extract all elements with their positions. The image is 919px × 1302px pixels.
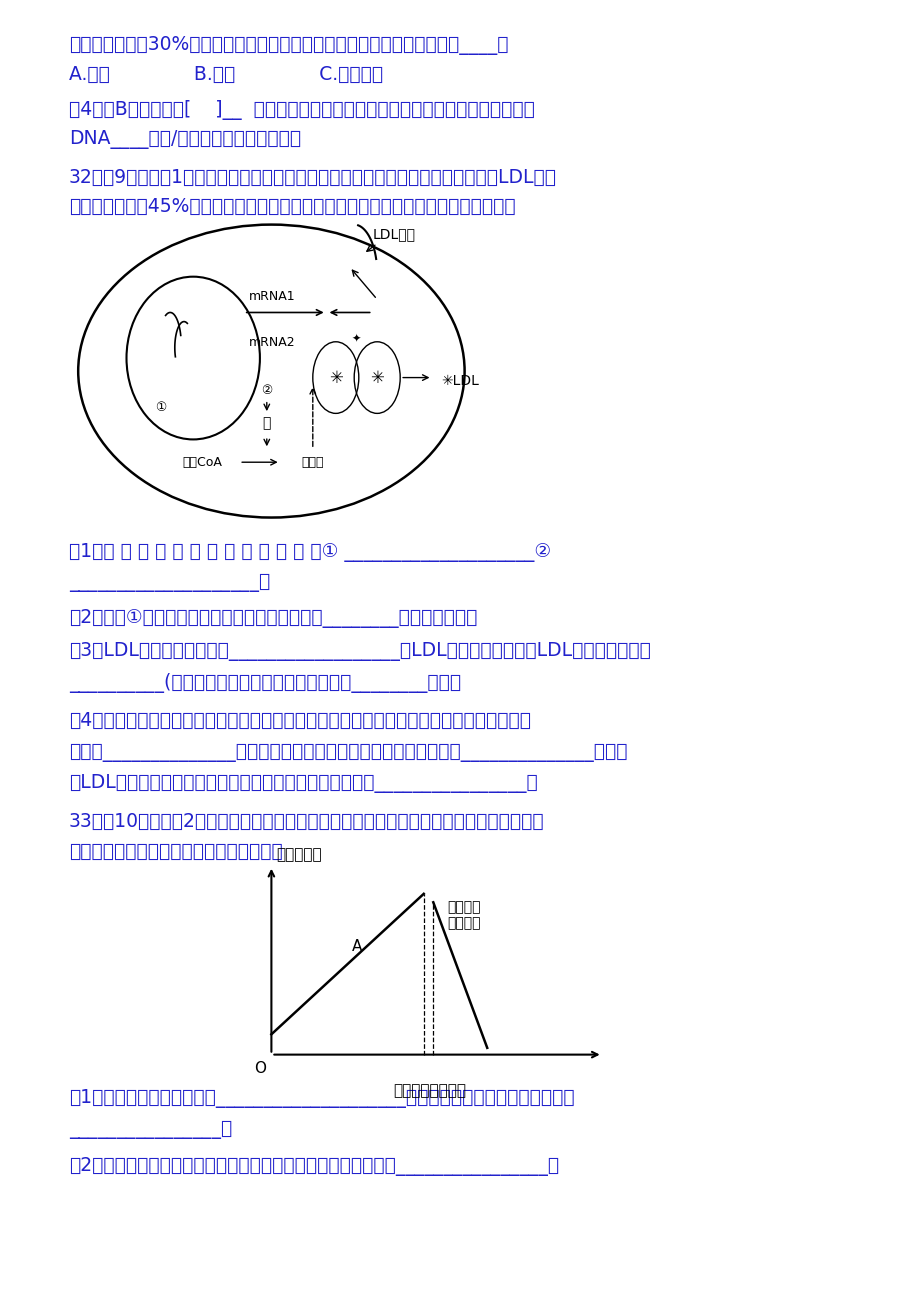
Text: ✦: ✦ [351,333,361,344]
Text: mRNA1: mRNA1 [248,290,295,303]
Text: （1）人 体 中 胆 固 醇 的 主 要 作 用 有 ：① ____________________②: （1）人 体 中 胆 固 醇 的 主 要 作 用 有 ：① __________… [69,543,550,562]
Text: 酶: 酶 [262,417,271,430]
Text: 壁分离程度变化的曲线，请回答相关问题：: 壁分离程度变化的曲线，请回答相关问题： [69,842,282,862]
Text: （1）植物细胞质壁分离是指____________________，植物细胞质壁分离的实验原理是: （1）植物细胞质壁分离是指____________________，植物细胞质壁… [69,1088,574,1108]
Text: 胆固醇: 胆固醇 [301,456,323,469]
Text: mRNA2: mRNA2 [248,336,295,349]
Text: （2）据图可知，实验中细胞质壁分离程度与细胞吸水力的关系是________________。: （2）据图可知，实验中细胞质壁分离程度与细胞吸水力的关系是___________… [69,1156,559,1176]
Text: 当LDL受体出现遗传性缺陷时，会导致血浆中的胆固醇含量________________。: 当LDL受体出现遗传性缺陷时，会导致血浆中的胆固醇含量_____________… [69,773,538,793]
Text: （2）图中①过程为转录，其产物彻底水解能得到________种不同的物质。: （2）图中①过程为转录，其产物彻底水解能得到________种不同的物质。 [69,609,477,629]
Text: ✳: ✳ [369,368,384,387]
Text: LDL受体: LDL受体 [372,228,415,241]
Text: ____________________。: ____________________。 [69,573,270,592]
Text: ②: ② [261,384,272,397]
Text: __________(方式）进入细胞，此过程与细胞膜的________有关。: __________(方式）进入细胞，此过程与细胞膜的________有关。 [69,673,460,693]
Text: ①: ① [155,401,166,414]
Text: 以抑制______________的合成，细胞对胆固醇的合成过程的调节存在______________机制，: 以抑制______________的合成，细胞对胆固醇的合成过程的调节存在___… [69,742,627,762]
Text: ✳: ✳ [328,368,343,387]
Text: O: O [254,1061,267,1077]
Text: A.变大              B.变小              C.基本不变: A.变大 B.变小 C.基本不变 [69,65,382,83]
Text: 33．（10分，每空2分）下图是用洋葱表皮细胞做质壁分离和复原实验时，细胞吸水力随质: 33．（10分，每空2分）下图是用洋葱表皮细胞做质壁分离和复原实验时，细胞吸水力… [69,812,544,832]
Text: （4）图B侧细胞中，[    ]__  是细胞核与细胞质之间大分子物质交换的通道，细胞中的: （4）图B侧细胞中，[ ]__ 是细胞核与细胞质之间大分子物质交换的通道，细胞中… [69,100,534,120]
Text: （4）从图中可以看出，当细胞中胆固醇含量较高时，它可以抑制相关酶的合成和活性，也可: （4）从图中可以看出，当细胞中胆固醇含量较高时，它可以抑制相关酶的合成和活性，也… [69,711,530,730]
Text: 置于质量分数为30%的蔗糖溶液中，细胞发生渗透失水后，细胞体积变化为____。: 置于质量分数为30%的蔗糖溶液中，细胞发生渗透失水后，细胞体积变化为____。 [69,35,508,55]
Text: 32．（9分，每空1分）胆固醇是人体中的一种重要化合物，血浆中胆固醇的含量受LDL（一: 32．（9分，每空1分）胆固醇是人体中的一种重要化合物，血浆中胆固醇的含量受LD… [69,168,556,186]
Text: 种胆固醇含量为45%的脂蛋白）的影响。下图表示细胞中胆固醇的来源，分析并回答：: 种胆固醇含量为45%的脂蛋白）的影响。下图表示细胞中胆固醇的来源，分析并回答： [69,197,515,216]
Text: ________________。: ________________。 [69,1120,232,1138]
Text: 细胞吸水力: 细胞吸水力 [276,846,322,862]
Text: ✳LDL: ✳LDL [441,375,479,388]
Text: （3）LDL受体的化学本质是__________________，LDL可以与细胞膜上的LDL受体结合，通过: （3）LDL受体的化学本质是__________________，LDL可以与细… [69,642,650,661]
Text: 乙酰CoA: 乙酰CoA [182,456,222,469]
Text: 质壁分离
最大程度: 质壁分离 最大程度 [447,901,480,931]
Text: DNA____（能/不能）通过该结构运输。: DNA____（能/不能）通过该结构运输。 [69,130,301,148]
Text: A: A [351,939,361,954]
Text: 细胞质壁分离程度: 细胞质壁分离程度 [393,1083,466,1099]
